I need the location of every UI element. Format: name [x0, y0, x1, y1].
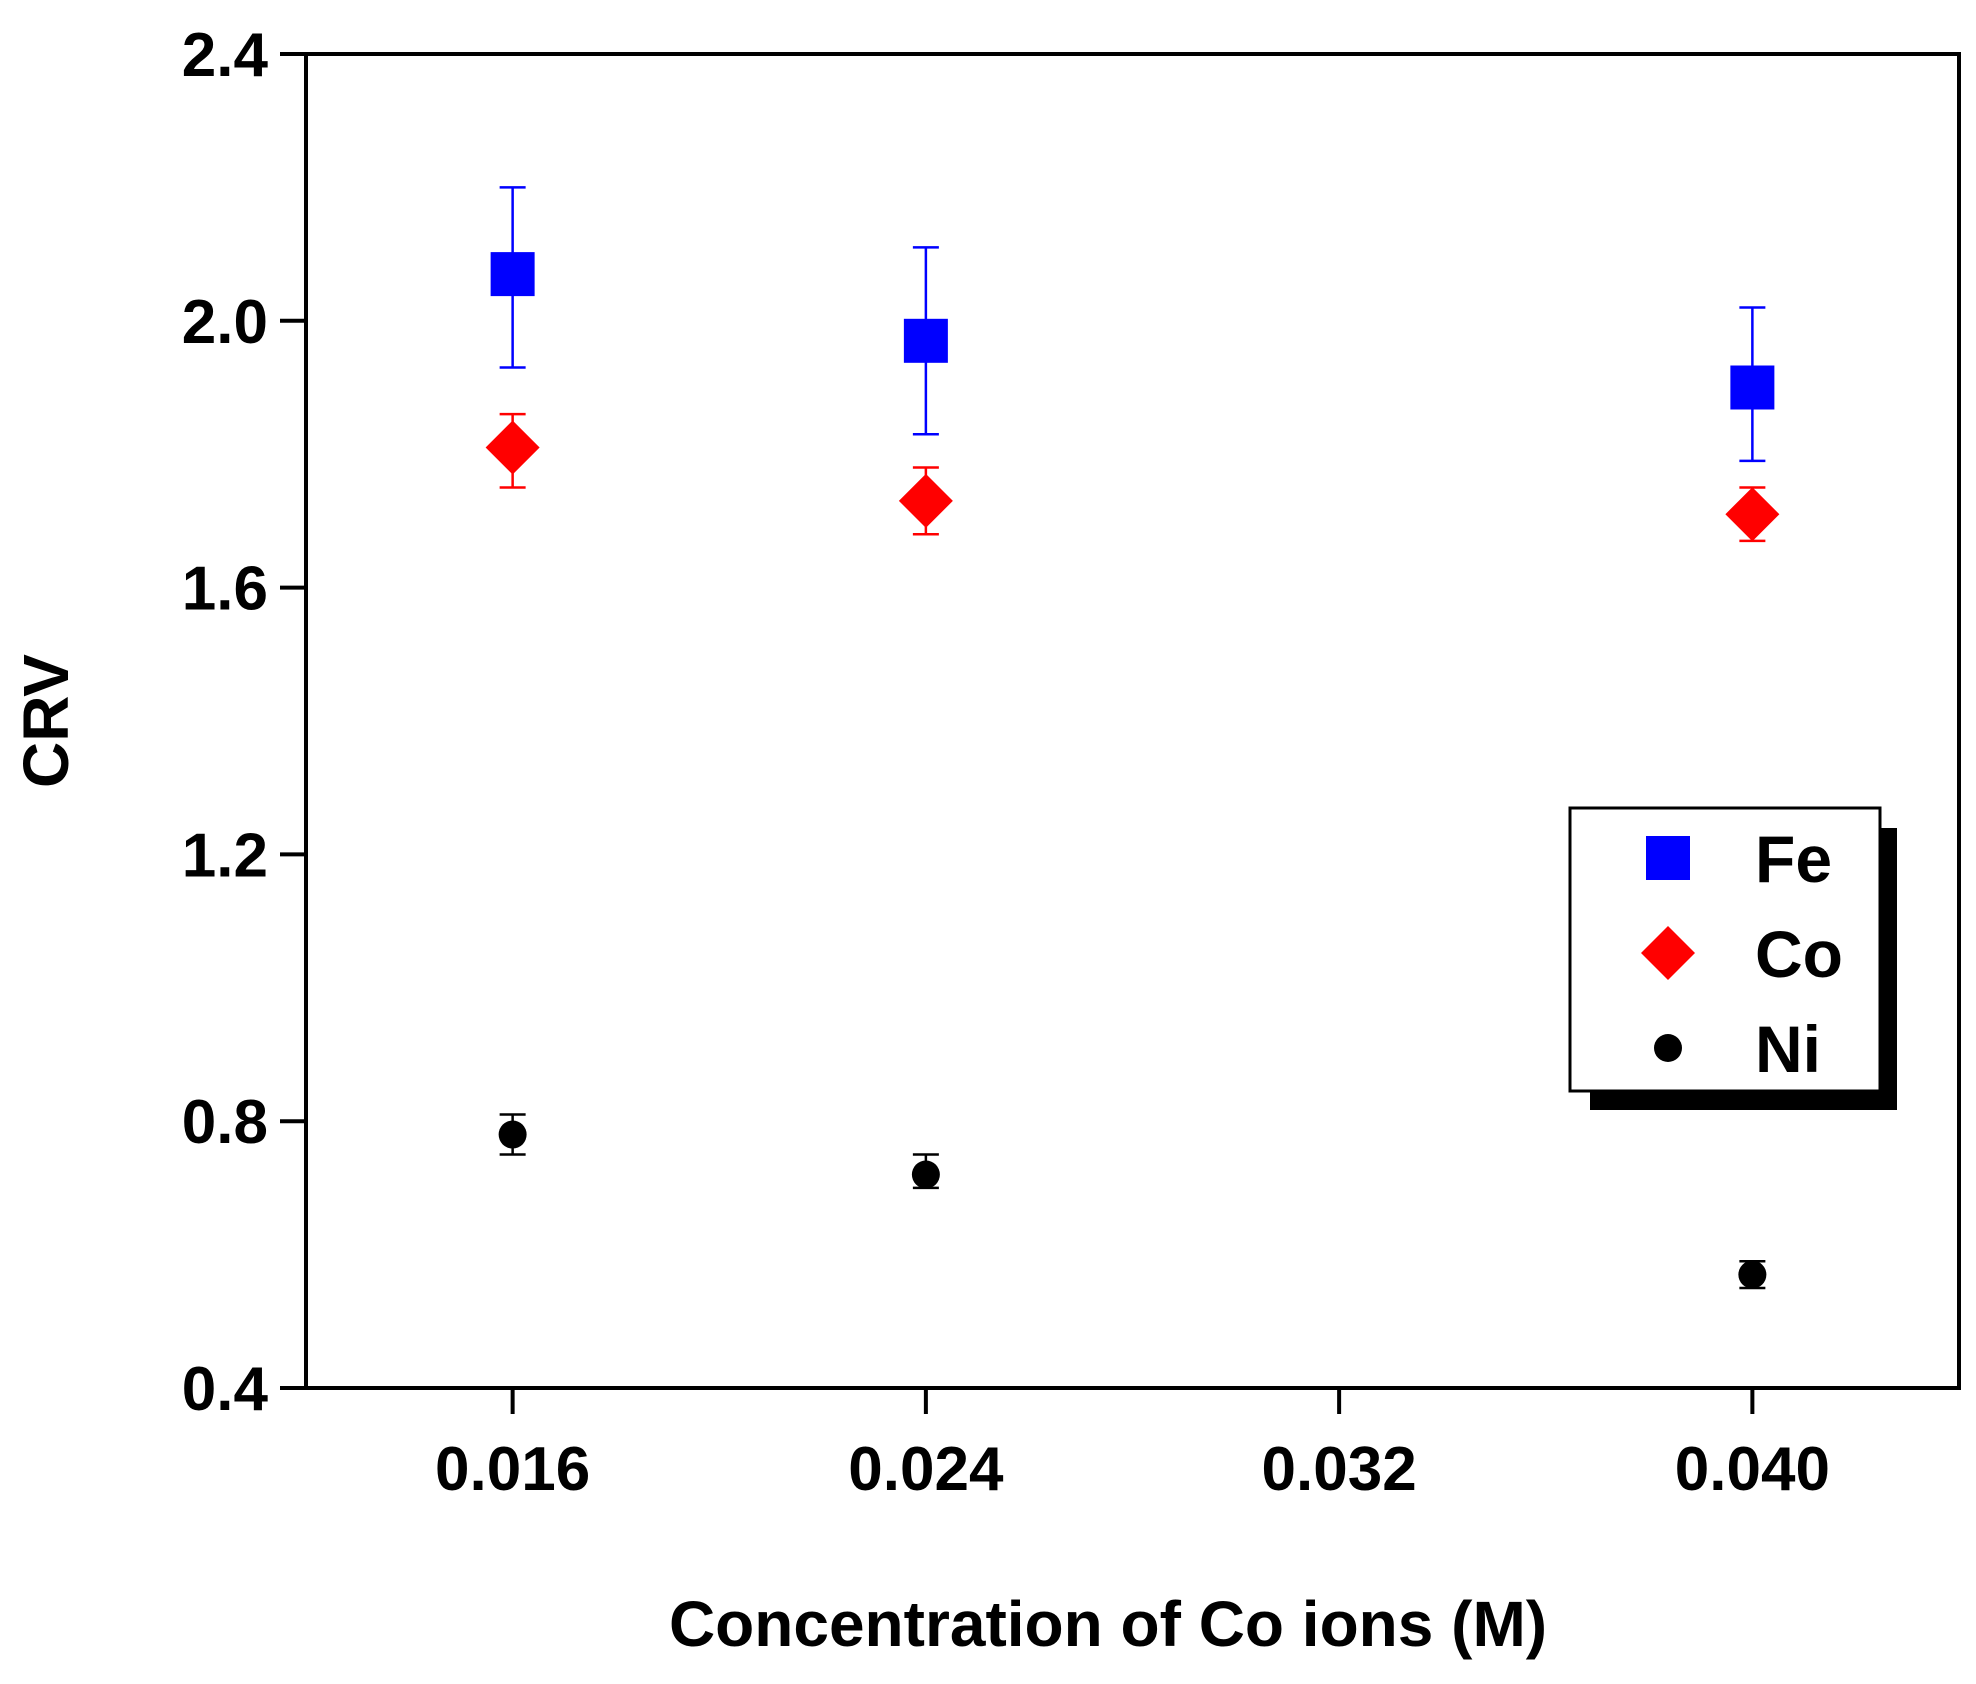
- legend-label: Ni: [1755, 1012, 1821, 1086]
- legend: Fe Co Ni: [1568, 806, 1897, 1110]
- x-tick-label: 0.016: [435, 1435, 590, 1504]
- data-point-fe: [903, 318, 948, 363]
- legend-items: Fe Co Ni: [1641, 822, 1843, 1086]
- data-series: [485, 186, 1780, 1290]
- y-axis: 0.4 0.8 1.2 1.6 2.0 2.4: [182, 21, 306, 1424]
- y-axis-title: CRV: [10, 654, 82, 788]
- data-point-fe: [1730, 365, 1775, 410]
- y-tick-label: 2.4: [182, 21, 269, 90]
- x-tick-label: 0.024: [848, 1435, 1004, 1504]
- data-point-co: [898, 473, 953, 528]
- x-tick-label: 0.040: [1675, 1435, 1830, 1504]
- data-point-fe: [490, 252, 535, 297]
- x-axis: 0.016 0.024 0.032 0.040: [435, 1388, 1830, 1504]
- legend-label: Co: [1755, 917, 1843, 991]
- series-ni: [498, 1113, 1767, 1290]
- y-tick-label: 0.4: [182, 1355, 269, 1424]
- x-axis-title: Concentration of Co ions (M): [669, 1588, 1547, 1660]
- x-tick-label: 0.032: [1262, 1435, 1417, 1504]
- data-point-co: [1725, 487, 1780, 542]
- legend-item-co: Co: [1641, 917, 1843, 991]
- series-fe: [490, 186, 1775, 463]
- y-tick-label: 1.6: [182, 555, 268, 624]
- legend-item-fe: Fe: [1646, 822, 1832, 896]
- series-co: [485, 412, 1780, 543]
- legend-marker-co: [1641, 926, 1695, 980]
- data-point-co: [485, 420, 540, 475]
- legend-marker-ni: [1654, 1034, 1682, 1062]
- legend-label: Fe: [1755, 822, 1832, 896]
- y-tick-label: 2.0: [182, 288, 268, 357]
- data-point-ni: [498, 1120, 527, 1149]
- legend-item-ni: Ni: [1654, 1012, 1821, 1086]
- y-tick-label: 0.8: [182, 1088, 268, 1157]
- data-point-ni: [911, 1160, 940, 1189]
- legend-box: [1568, 806, 1882, 1093]
- legend-marker-fe: [1646, 836, 1690, 880]
- y-tick-label: 1.2: [182, 821, 268, 890]
- plot-area-frame: [304, 52, 1961, 1390]
- data-point-ni: [1738, 1260, 1767, 1289]
